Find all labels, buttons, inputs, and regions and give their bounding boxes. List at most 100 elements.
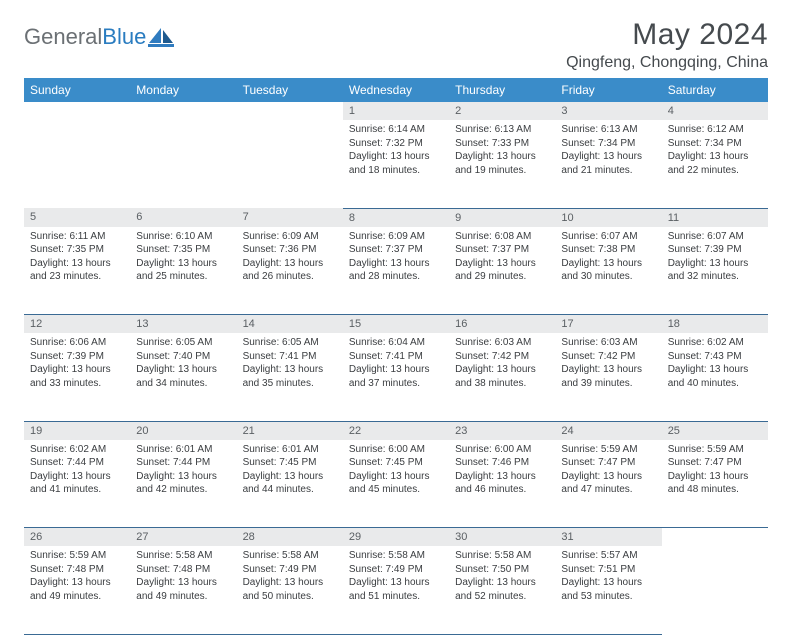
day-cell-body: Sunrise: 6:07 AMSunset: 7:39 PMDaylight:…: [662, 227, 768, 287]
day-cell: Sunrise: 6:04 AMSunset: 7:41 PMDaylight:…: [343, 333, 449, 421]
day-cell-body: Sunrise: 6:00 AMSunset: 7:45 PMDaylight:…: [343, 440, 449, 500]
day-info-line: Daylight: 13 hours and 49 minutes.: [30, 576, 124, 603]
day-number-row: 12131415161718: [24, 315, 768, 334]
day-info-line: Sunset: 7:47 PM: [561, 456, 655, 470]
day-info-line: Sunrise: 6:11 AM: [30, 230, 124, 244]
day-info-line: Daylight: 13 hours and 34 minutes.: [136, 363, 230, 390]
day-cell: Sunrise: 6:10 AMSunset: 7:35 PMDaylight:…: [130, 227, 236, 315]
day-info-line: Sunset: 7:49 PM: [243, 563, 337, 577]
day-cell: Sunrise: 6:03 AMSunset: 7:42 PMDaylight:…: [555, 333, 661, 421]
day-number-cell: 19: [24, 421, 130, 440]
logo-sail-icon: [148, 27, 174, 47]
day-cell: [237, 120, 343, 208]
day-info-line: Sunset: 7:42 PM: [455, 350, 549, 364]
day-info-line: Sunset: 7:38 PM: [561, 243, 655, 257]
day-cell-body: Sunrise: 6:08 AMSunset: 7:37 PMDaylight:…: [449, 227, 555, 287]
day-number-cell: 12: [24, 315, 130, 334]
day-number-row: 567891011: [24, 208, 768, 227]
day-info-line: Daylight: 13 hours and 48 minutes.: [668, 470, 762, 497]
day-info-line: Sunset: 7:46 PM: [455, 456, 549, 470]
day-cell-body: Sunrise: 6:05 AMSunset: 7:40 PMDaylight:…: [130, 333, 236, 393]
day-info-line: Sunset: 7:44 PM: [136, 456, 230, 470]
day-content-row: Sunrise: 6:06 AMSunset: 7:39 PMDaylight:…: [24, 333, 768, 421]
day-number-cell: 9: [449, 208, 555, 227]
day-cell: Sunrise: 6:09 AMSunset: 7:37 PMDaylight:…: [343, 227, 449, 315]
day-info-line: Daylight: 13 hours and 25 minutes.: [136, 257, 230, 284]
day-info-line: Sunrise: 6:05 AM: [243, 336, 337, 350]
day-info-line: Sunrise: 6:02 AM: [30, 443, 124, 457]
day-info-line: Daylight: 13 hours and 39 minutes.: [561, 363, 655, 390]
day-info-line: Sunset: 7:47 PM: [668, 456, 762, 470]
day-cell: Sunrise: 6:14 AMSunset: 7:32 PMDaylight:…: [343, 120, 449, 208]
day-cell: Sunrise: 6:07 AMSunset: 7:38 PMDaylight:…: [555, 227, 661, 315]
day-number-cell: 11: [662, 208, 768, 227]
day-cell: Sunrise: 6:13 AMSunset: 7:34 PMDaylight:…: [555, 120, 661, 208]
day-cell-body: Sunrise: 5:59 AMSunset: 7:47 PMDaylight:…: [555, 440, 661, 500]
day-cell: Sunrise: 6:00 AMSunset: 7:46 PMDaylight:…: [449, 440, 555, 528]
day-number-cell: 1: [343, 102, 449, 120]
day-info-line: Daylight: 13 hours and 37 minutes.: [349, 363, 443, 390]
day-info-line: Daylight: 13 hours and 23 minutes.: [30, 257, 124, 284]
day-cell-body: Sunrise: 6:06 AMSunset: 7:39 PMDaylight:…: [24, 333, 130, 393]
day-info-line: Sunset: 7:41 PM: [243, 350, 337, 364]
day-cell: Sunrise: 6:03 AMSunset: 7:42 PMDaylight:…: [449, 333, 555, 421]
day-info-line: Daylight: 13 hours and 41 minutes.: [30, 470, 124, 497]
day-cell: Sunrise: 6:05 AMSunset: 7:41 PMDaylight:…: [237, 333, 343, 421]
day-info-line: Sunrise: 6:09 AM: [349, 230, 443, 244]
day-number-cell: 29: [343, 528, 449, 547]
day-info-line: Sunset: 7:45 PM: [243, 456, 337, 470]
day-number-cell: 27: [130, 528, 236, 547]
weekday-header-cell: Thursday: [449, 78, 555, 102]
day-cell-body: Sunrise: 5:58 AMSunset: 7:49 PMDaylight:…: [343, 546, 449, 606]
day-cell-body: Sunrise: 6:02 AMSunset: 7:43 PMDaylight:…: [662, 333, 768, 393]
day-cell: Sunrise: 5:58 AMSunset: 7:49 PMDaylight:…: [237, 546, 343, 634]
day-content-row: Sunrise: 5:59 AMSunset: 7:48 PMDaylight:…: [24, 546, 768, 634]
day-content-row: Sunrise: 6:02 AMSunset: 7:44 PMDaylight:…: [24, 440, 768, 528]
day-number-cell: 24: [555, 421, 661, 440]
day-info-line: Daylight: 13 hours and 22 minutes.: [668, 150, 762, 177]
day-number-cell: [237, 102, 343, 120]
day-info-line: Sunset: 7:50 PM: [455, 563, 549, 577]
weekday-header-cell: Sunday: [24, 78, 130, 102]
day-info-line: Daylight: 13 hours and 52 minutes.: [455, 576, 549, 603]
day-info-line: Sunrise: 6:03 AM: [455, 336, 549, 350]
day-cell: Sunrise: 6:05 AMSunset: 7:40 PMDaylight:…: [130, 333, 236, 421]
day-info-line: Daylight: 13 hours and 40 minutes.: [668, 363, 762, 390]
day-number-row: 1234: [24, 102, 768, 120]
location-label: Qingfeng, Chongqing, China: [566, 54, 768, 72]
day-info-line: Sunrise: 5:58 AM: [349, 549, 443, 563]
day-cell-body: Sunrise: 6:03 AMSunset: 7:42 PMDaylight:…: [555, 333, 661, 393]
calendar-table: SundayMondayTuesdayWednesdayThursdayFrid…: [24, 78, 768, 635]
day-info-line: Sunset: 7:44 PM: [30, 456, 124, 470]
day-info-line: Sunrise: 5:58 AM: [243, 549, 337, 563]
logo-gray: General: [24, 24, 102, 49]
day-info-line: Sunset: 7:51 PM: [561, 563, 655, 577]
weekday-header-cell: Friday: [555, 78, 661, 102]
day-info-line: Daylight: 13 hours and 28 minutes.: [349, 257, 443, 284]
day-info-line: Daylight: 13 hours and 53 minutes.: [561, 576, 655, 603]
day-info-line: Sunset: 7:45 PM: [349, 456, 443, 470]
day-info-line: Sunrise: 5:57 AM: [561, 549, 655, 563]
day-info-line: Sunrise: 6:07 AM: [561, 230, 655, 244]
day-info-line: Sunrise: 6:01 AM: [136, 443, 230, 457]
day-cell-body: Sunrise: 5:58 AMSunset: 7:50 PMDaylight:…: [449, 546, 555, 606]
day-info-line: Sunrise: 6:09 AM: [243, 230, 337, 244]
title-block: May 2024 Qingfeng, Chongqing, China: [566, 18, 768, 72]
day-info-line: Sunset: 7:35 PM: [136, 243, 230, 257]
day-content-row: Sunrise: 6:14 AMSunset: 7:32 PMDaylight:…: [24, 120, 768, 208]
day-cell-body: Sunrise: 6:00 AMSunset: 7:46 PMDaylight:…: [449, 440, 555, 500]
day-number-row: 262728293031: [24, 528, 768, 547]
weekday-header-cell: Wednesday: [343, 78, 449, 102]
day-info-line: Sunset: 7:43 PM: [668, 350, 762, 364]
day-info-line: Daylight: 13 hours and 33 minutes.: [30, 363, 124, 390]
day-cell: Sunrise: 6:12 AMSunset: 7:34 PMDaylight:…: [662, 120, 768, 208]
day-cell-body: Sunrise: 6:03 AMSunset: 7:42 PMDaylight:…: [449, 333, 555, 393]
day-cell-body: Sunrise: 6:12 AMSunset: 7:34 PMDaylight:…: [662, 120, 768, 180]
day-number-cell: 16: [449, 315, 555, 334]
day-cell-body: Sunrise: 6:13 AMSunset: 7:34 PMDaylight:…: [555, 120, 661, 180]
day-info-line: Sunrise: 6:02 AM: [668, 336, 762, 350]
day-cell: Sunrise: 6:06 AMSunset: 7:39 PMDaylight:…: [24, 333, 130, 421]
day-cell: [130, 120, 236, 208]
day-info-line: Sunrise: 6:13 AM: [561, 123, 655, 137]
day-number-row: 19202122232425: [24, 421, 768, 440]
